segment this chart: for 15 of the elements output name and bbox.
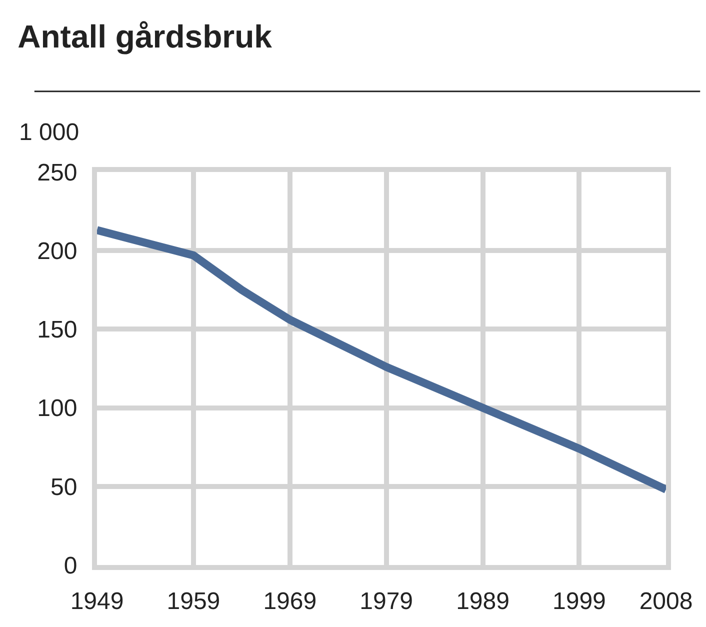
y-tick-label: 250 [37,159,78,186]
x-tick-label: 2008 [639,588,693,615]
y-tick-label: 50 [50,474,78,501]
x-tick-label: 1999 [552,588,606,615]
x-tick-label: 1969 [263,588,317,615]
y-tick-label: 0 [64,552,78,580]
y-tick-label: 150 [37,316,78,344]
y-axis-title: 1 000 [19,119,80,146]
y-tick-label: 200 [37,238,78,265]
chart-title: Antall gårdsbruk [18,18,272,54]
x-tick-label: 1989 [456,588,510,615]
y-tick-label: 100 [37,395,78,422]
x-tick-label: 1979 [360,588,414,615]
x-tick-label: 1959 [166,588,220,615]
x-tick-label: 1949 [70,588,124,615]
